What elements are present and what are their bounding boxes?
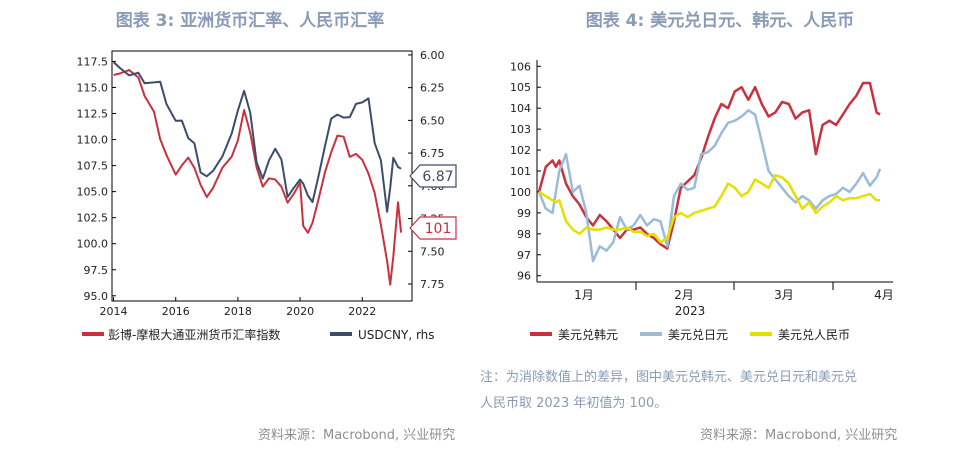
source-right: 资料来源：Macrobond, 兴业研究 xyxy=(700,428,898,443)
right-chart-y-tick-label: 100 xyxy=(510,186,531,199)
right-chart-y-tick-label: 98 xyxy=(517,228,531,241)
series-line-usdkrw xyxy=(537,81,881,250)
legend-label-usdjpy: 美元兑日元 xyxy=(668,328,728,342)
left-y-tick-label: 95.0 xyxy=(84,290,109,303)
chart-note: 注：为消除数值上的差异，图中美元兑韩元、美元兑日元和美元兑 人民币取 2023 … xyxy=(480,365,940,417)
callout-usdcny-label: 6.87 xyxy=(422,169,453,185)
right-chart-y-tick-label: 99 xyxy=(517,207,531,220)
left-y-tick-label: 110.0 xyxy=(77,134,109,147)
left-x-tick-label: 2018 xyxy=(224,305,252,318)
callout-asia-index-label: 101 xyxy=(425,221,452,237)
callout-asia-index: 101 xyxy=(409,216,457,240)
left-x-tick-label: 2020 xyxy=(286,305,314,318)
callout-asia-index-box xyxy=(409,216,457,240)
left-x-tick-label: 2016 xyxy=(162,305,190,318)
source-left: 资料来源：Macrobond, 兴业研究 xyxy=(258,428,456,443)
right-chart-y-tick-label: 103 xyxy=(510,123,531,136)
legend-label-usdkrw: 美元兑韩元 xyxy=(558,327,618,342)
right-y-tick-label: 6.75 xyxy=(420,147,445,160)
left-y-tick-label: 102.5 xyxy=(77,212,109,225)
right-y-tick-label: 6.25 xyxy=(420,82,445,95)
right-chart-y-tick-label: 106 xyxy=(510,60,531,73)
series-line-usdjpy xyxy=(537,109,882,263)
right-y-tick-label: 7.50 xyxy=(420,245,445,258)
left-x-tick-label: 2022 xyxy=(348,305,376,318)
left-y-tick-label: 112.5 xyxy=(77,108,109,121)
month-tick-label: 4月 xyxy=(874,288,894,302)
right-chart-y-tick-label: 105 xyxy=(510,81,531,94)
right-chart-y-tick-label: 102 xyxy=(510,144,531,157)
right-chart-y-tick-label: 104 xyxy=(510,102,531,115)
left-y-tick-label: 115.0 xyxy=(77,81,109,94)
month-tick-label: 3月 xyxy=(774,288,794,302)
right-y-tick-label: 6.00 xyxy=(420,49,445,62)
left-y-tick-label: 117.5 xyxy=(77,55,109,68)
series-line-usdcny xyxy=(538,173,880,244)
legend-label-usdcny: USDCNY, rhs xyxy=(358,328,435,342)
note-line-1: 注：为消除数值上的差异，图中美元兑韩元、美元兑日元和美元兑 xyxy=(480,370,858,385)
left-x-tick-label: 2014 xyxy=(100,305,128,318)
left-y-tick-label: 97.5 xyxy=(84,264,109,277)
year-label: 2023 xyxy=(675,304,706,318)
callout-usdcny: 6.87 xyxy=(409,164,457,188)
chart-title-right: 图表 4: 美元兑日元、韩元、人民币 xyxy=(585,11,855,31)
legend-label-asia-index: 彭博-摩根大通亚洲货币汇率指数 xyxy=(108,327,280,342)
month-tick-label: 1月 xyxy=(574,288,594,302)
right-chart-y-tick-label: 101 xyxy=(510,165,531,178)
note-line-2: 人民币取 2023 年初值为 100。 xyxy=(480,396,668,411)
legend-label-usdcny: 美元兑人民币 xyxy=(778,328,850,342)
left-y-tick-label: 105.0 xyxy=(77,186,109,199)
chart-title-left: 图表 3: 亚洲货币汇率、人民币汇率 xyxy=(115,11,385,31)
left-y-tick-label: 100.0 xyxy=(77,238,109,251)
right-chart-y-tick-label: 96 xyxy=(517,270,531,283)
right-chart-y-tick-label: 97 xyxy=(517,249,531,262)
callout-usdcny-box xyxy=(409,164,457,188)
series-line-asia-index xyxy=(113,69,403,286)
left-y-tick-label: 107.5 xyxy=(77,160,109,173)
series-line-usdcny xyxy=(112,61,402,213)
right-y-tick-label: 7.75 xyxy=(420,278,445,291)
month-tick-label: 2月 xyxy=(674,288,694,302)
right-y-tick-label: 6.50 xyxy=(420,114,445,127)
